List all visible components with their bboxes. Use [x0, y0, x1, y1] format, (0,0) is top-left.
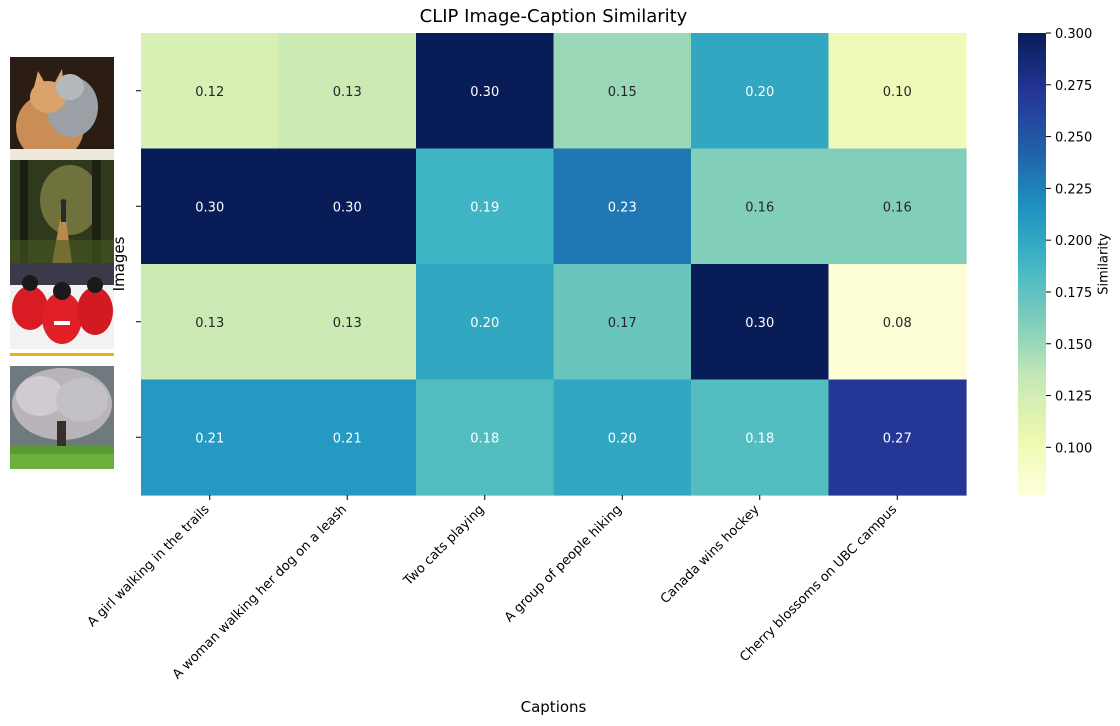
heatmap-cell	[416, 379, 555, 496]
colorbar-tick-label: 0.250	[1055, 131, 1092, 146]
colorbar	[1018, 33, 1046, 495]
colorbar-tick-label: 0.150	[1055, 338, 1092, 353]
cell-value-label: 0.18	[470, 431, 499, 446]
cell-value-label: 0.10	[883, 85, 912, 100]
colorbar-tick-label: 0.175	[1055, 286, 1092, 301]
heatmap-cell	[691, 148, 830, 265]
cell-value-label: 0.08	[883, 316, 912, 331]
cell-value-label: 0.30	[745, 316, 774, 331]
x-tick-label: A group of people hiking	[502, 502, 625, 625]
cell-value-label: 0.13	[333, 85, 362, 100]
colorbar-tick-label: 0.300	[1055, 27, 1092, 42]
heatmap-cell	[828, 264, 967, 381]
heatmap-cell	[553, 379, 692, 496]
hockey-team-photo	[10, 263, 114, 366]
heatmap-cell	[553, 33, 692, 150]
cell-value-label: 0.13	[333, 316, 362, 331]
forest-trail-photo	[10, 160, 114, 263]
cell-value-label: 0.27	[883, 431, 912, 446]
cell-value-label: 0.20	[745, 85, 774, 100]
cell-value-label: 0.30	[333, 200, 362, 215]
x-tick-label: Canada wins hockey	[658, 502, 763, 607]
x-tick-label: A woman walking her dog on a leash	[170, 502, 350, 682]
heatmap-cell	[553, 148, 692, 265]
cell-value-label: 0.18	[745, 431, 774, 446]
heatmap-cell	[278, 33, 417, 150]
heatmap-cell	[141, 148, 280, 265]
x-tick-label: Cherry blossoms on UBC campus	[737, 502, 900, 665]
cell-value-label: 0.12	[195, 85, 224, 100]
colorbar-tick-label: 0.275	[1055, 79, 1092, 94]
heatmap-cell	[691, 264, 830, 381]
cell-value-label: 0.19	[470, 200, 499, 215]
x-axis-label: Captions	[520, 698, 587, 716]
cell-value-label: 0.20	[470, 316, 499, 331]
heatmap-cell	[278, 379, 417, 496]
cell-value-label: 0.15	[608, 85, 637, 100]
heatmap-cell	[141, 264, 280, 381]
cell-value-label: 0.21	[195, 431, 224, 446]
chart-title: CLIP Image-Caption Similarity	[419, 6, 688, 27]
colorbar-tick-label: 0.125	[1055, 390, 1092, 405]
two-cats-photo	[10, 57, 114, 160]
x-tick-label: Two cats playing	[400, 502, 487, 589]
heatmap-cell	[141, 379, 280, 496]
cell-value-label: 0.13	[195, 316, 224, 331]
heatmap-cell	[691, 33, 830, 150]
cell-value-label: 0.23	[608, 200, 637, 215]
cell-value-label: 0.16	[883, 200, 912, 215]
heatmap-cell	[416, 33, 555, 150]
y-axis-label: Images	[110, 236, 128, 292]
heatmap-cell	[828, 148, 967, 265]
colorbar-label: Similarity	[1096, 233, 1112, 295]
cell-value-label: 0.16	[745, 200, 774, 215]
heatmap-cell	[278, 264, 417, 381]
colorbar-tick-label: 0.100	[1055, 441, 1092, 456]
heatmap-cell	[416, 264, 555, 381]
heatmap-cell	[828, 33, 967, 150]
cell-value-label: 0.17	[608, 316, 637, 331]
cell-value-label: 0.30	[470, 85, 499, 100]
cell-value-label: 0.30	[195, 200, 224, 215]
colorbar-tick-label: 0.225	[1055, 182, 1092, 197]
cherry-blossom-tree-photo	[10, 366, 114, 469]
cell-value-label: 0.21	[333, 431, 362, 446]
heatmap-cell	[416, 148, 555, 265]
colorbar-tick-label: 0.200	[1055, 234, 1092, 249]
heatmap-cell	[278, 148, 417, 265]
heatmap-cell	[828, 379, 967, 496]
heatmap-cell	[553, 264, 692, 381]
heatmap-cell	[691, 379, 830, 496]
heatmap-cell	[141, 33, 280, 150]
cell-value-label: 0.20	[608, 431, 637, 446]
x-tick-label: A girl walking in the trails	[85, 502, 213, 630]
